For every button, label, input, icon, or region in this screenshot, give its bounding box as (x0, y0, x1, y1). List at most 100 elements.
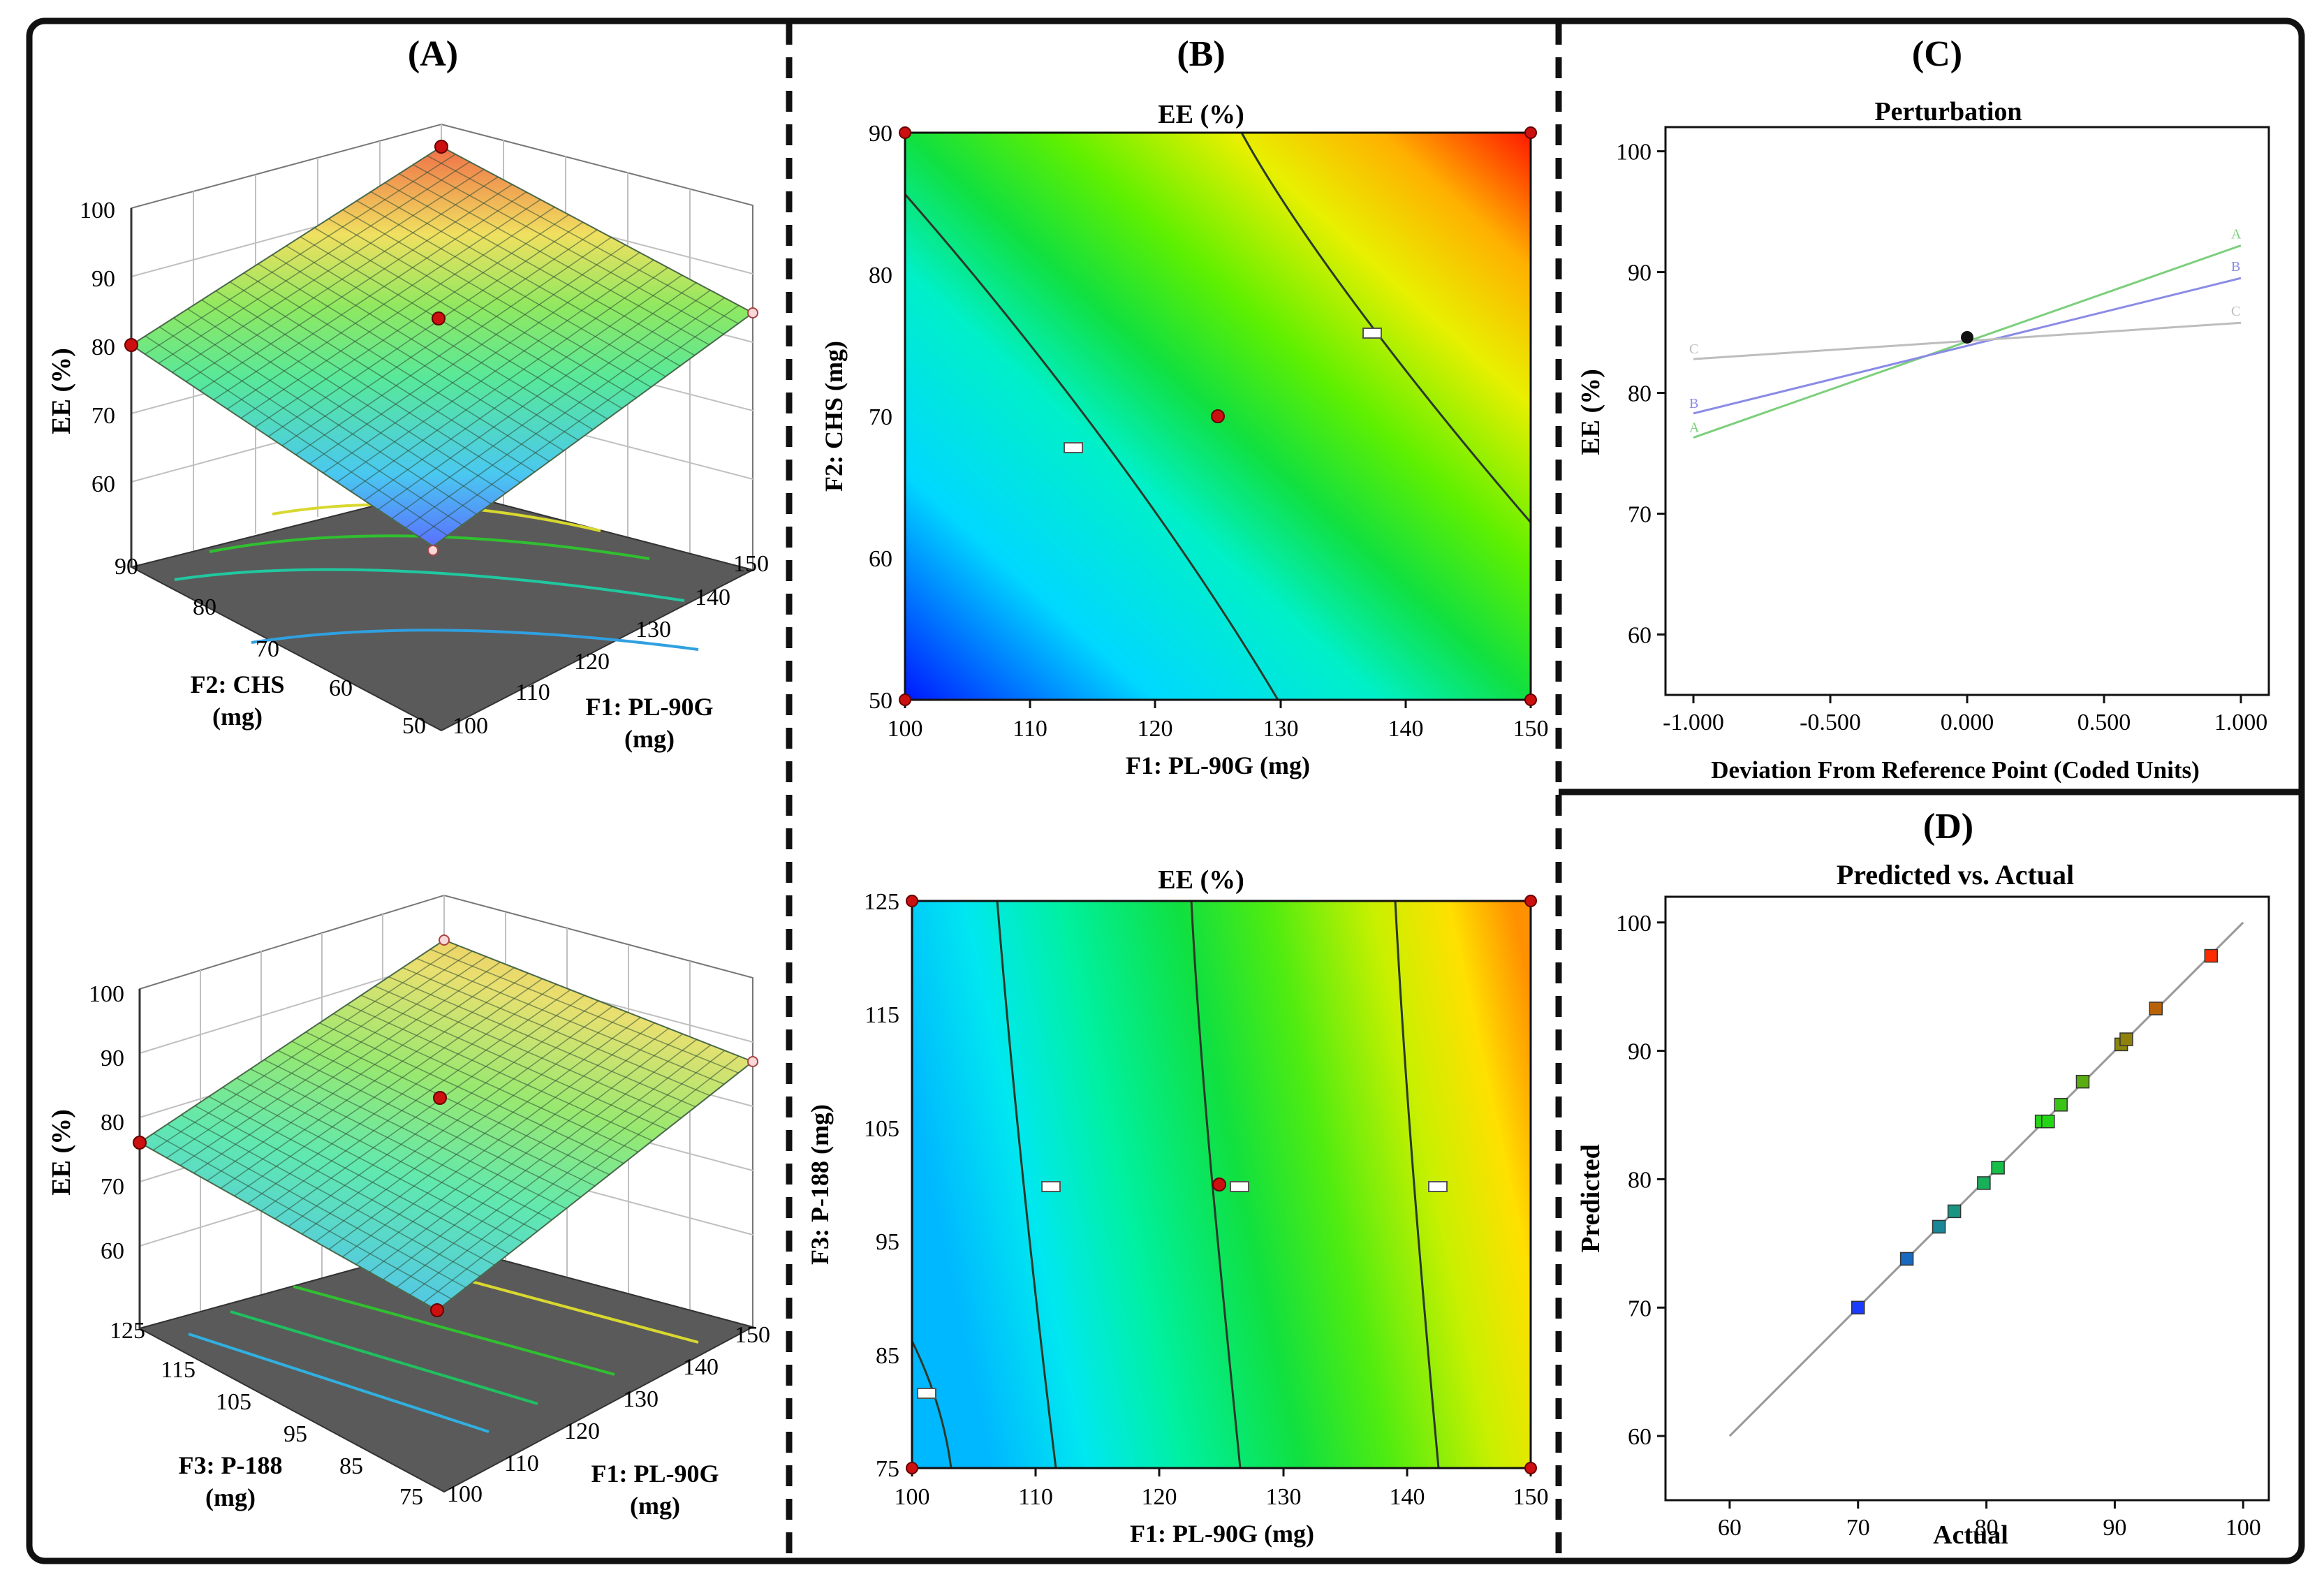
svg-text:60: 60 (869, 546, 892, 572)
mesh-line (429, 948, 739, 1073)
chart-title: EE (%) (1158, 865, 1244, 895)
x-tick-labels: 100 110 120 130 140 150 (895, 1484, 1549, 1510)
floor-contours (188, 1259, 699, 1433)
plot-frame (904, 131, 1532, 701)
f1-ticks: 100 110 120 130 140 150 (453, 551, 769, 739)
mesh-line (413, 164, 724, 335)
svg-text:150: 150 (1513, 1484, 1549, 1510)
svg-text:90: 90 (91, 266, 115, 292)
mesh-line (350, 267, 668, 492)
f3-axis-label-2: (mg) (205, 1483, 256, 1511)
contour-label-box (1230, 1181, 1249, 1192)
floor (129, 487, 755, 732)
svg-text:85: 85 (339, 1453, 363, 1479)
svg-text:130: 130 (623, 1386, 659, 1412)
surface-plot-bottom: 60 70 80 90 100 EE (%) 125 115 105 95 85… (47, 894, 770, 1520)
plot-frame (1664, 126, 2270, 696)
svg-text:85: 85 (876, 1343, 899, 1369)
svg-text:130: 130 (635, 617, 671, 643)
svg-text:130: 130 (1266, 1484, 1302, 1510)
svg-text:90: 90 (101, 1046, 124, 1071)
surface-mesh (145, 154, 740, 538)
design-point (747, 307, 758, 318)
mesh-line (355, 1027, 669, 1266)
z-ticks: 60 70 80 90 100 (89, 981, 124, 1264)
mesh-line (402, 967, 710, 1097)
x-axis-ticks (911, 1468, 1532, 1476)
panel-label-a: (A) (408, 34, 458, 74)
design-points (899, 126, 1537, 706)
contour-label-box (917, 1388, 936, 1399)
svg-text:80: 80 (869, 263, 892, 288)
mesh-line (396, 1044, 712, 1288)
contour-lines (904, 132, 1532, 701)
svg-text:115: 115 (161, 1357, 196, 1383)
floor (138, 1243, 755, 1493)
f1-axis-label-2: (mg) (624, 725, 675, 753)
x-tick-label: -0.500 (1800, 710, 1861, 735)
mesh-line (369, 1033, 683, 1273)
y-tick-labels: 50 60 70 80 90 (869, 121, 892, 714)
series-marker-C: C (1689, 342, 1698, 357)
data-point (2054, 1098, 2068, 1112)
x-tick-label: 60 (1718, 1515, 1742, 1541)
f2-axis-label-1: F2: CHS (191, 670, 285, 698)
data-point (2119, 1032, 2133, 1046)
mesh-line (342, 209, 652, 388)
mesh-line (319, 1022, 624, 1164)
svg-text:110: 110 (504, 1451, 539, 1476)
svg-text:80: 80 (101, 1110, 124, 1136)
svg-text:115: 115 (865, 1002, 899, 1028)
svg-text:80: 80 (193, 594, 216, 620)
mesh-line (409, 1050, 726, 1296)
svg-text:140: 140 (695, 585, 730, 610)
y-tick-label: 60 (1628, 1424, 1652, 1450)
svg-text:130: 130 (1263, 716, 1299, 742)
data-point (1991, 1161, 2005, 1175)
mesh-line (405, 297, 725, 529)
y-axis-label: F3: P-188 (mg) (806, 1104, 834, 1265)
mesh-line (337, 259, 654, 483)
y-axis-label: F2: CHS (mg) (820, 341, 848, 492)
x-axis-label: F1: PL-90G (mg) (1130, 1520, 1314, 1548)
mesh-line (309, 244, 626, 464)
mesh-line (346, 1004, 653, 1141)
svg-text:140: 140 (683, 1354, 719, 1380)
svg-text:95: 95 (876, 1229, 899, 1255)
series-marker-A: A (1689, 420, 1700, 436)
mesh-line (378, 282, 697, 511)
axis-ticks (1657, 921, 2244, 1509)
x-tick-label: 0.500 (2077, 710, 2131, 735)
design-point (433, 1091, 447, 1105)
series-marker-C: C (2231, 304, 2240, 319)
mesh-line (333, 1013, 638, 1153)
x-tick-labels: 60 70 80 90 100 (1718, 1515, 2261, 1541)
svg-text:150: 150 (733, 551, 769, 577)
mesh-line (370, 191, 681, 367)
svg-text:110: 110 (515, 680, 550, 705)
y-tick-label: 80 (1628, 381, 1652, 407)
mesh-line (360, 995, 668, 1130)
svg-text:60: 60 (101, 1238, 124, 1264)
chart-title: EE (%) (1158, 100, 1244, 129)
x-axis-label: F1: PL-90G (mg) (1126, 751, 1310, 779)
x-tick-label: 0.000 (1941, 710, 1994, 735)
svg-text:90: 90 (115, 554, 138, 580)
chart-title: Perturbation (1874, 97, 2022, 126)
x-axis-label: Actual (1933, 1520, 2008, 1550)
z-axis-label: EE (%) (47, 1109, 76, 1196)
svg-text:125: 125 (110, 1318, 145, 1344)
svg-text:120: 120 (1142, 1484, 1177, 1510)
x-tick-label: 80 (1975, 1515, 1999, 1541)
svg-text:60: 60 (91, 471, 115, 497)
z-axis-label: EE (%) (47, 348, 76, 434)
svg-text:150: 150 (735, 1322, 770, 1348)
mesh-line (288, 1000, 599, 1227)
chart-title: Predicted vs. Actual (1837, 859, 2074, 890)
y-tick-label: 80 (1628, 1167, 1652, 1193)
svg-text:140: 140 (1388, 716, 1424, 742)
design-point (430, 1303, 444, 1317)
contour-label-box (1064, 442, 1083, 453)
